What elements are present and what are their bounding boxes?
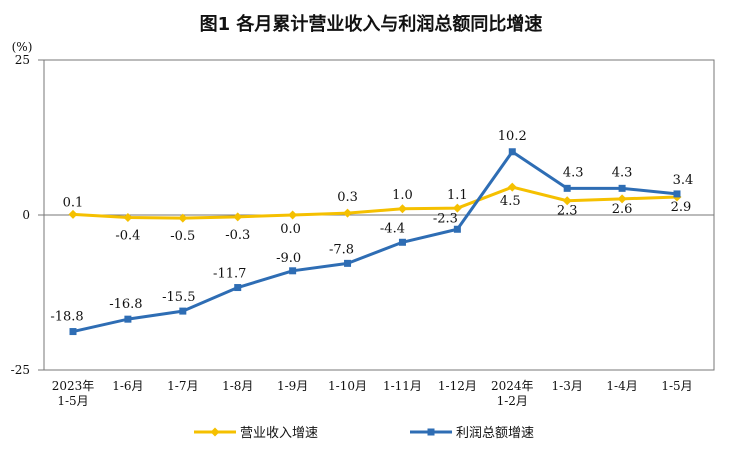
x-tick-label: 1-10月 (328, 379, 367, 393)
series-line-1 (72, 185, 678, 220)
x-tick-label: 2024年 (491, 379, 534, 393)
revenue-data-label: 2.3 (557, 204, 578, 219)
profit-data-label: -18.8 (50, 310, 83, 325)
revenue-data-label: -0.5 (170, 229, 195, 244)
x-tick-label: 1-2月 (497, 394, 528, 408)
profit-data-label: 4.3 (612, 165, 633, 180)
legend-marker (427, 428, 435, 436)
series-point-square (673, 190, 681, 198)
x-tick-label: 1-5月 (661, 379, 692, 393)
series-point-diamond (68, 209, 78, 219)
chart-title: 图1 各月累计营业收入与利润总额同比增速 (200, 13, 543, 35)
series-point-diamond (288, 210, 298, 220)
x-tick-label: 2023年 (52, 379, 95, 393)
revenue-data-label: -0.4 (115, 228, 140, 243)
series-point-square (563, 184, 571, 192)
series-point-square (398, 238, 406, 246)
revenue-data-label: 0.0 (280, 222, 301, 237)
series-point-square (344, 259, 352, 267)
x-tick-label: 1-7月 (167, 379, 198, 393)
revenue-data-label: -0.3 (225, 228, 250, 243)
series-point-diamond (233, 212, 243, 222)
legend-label: 营业收入增速 (240, 426, 318, 441)
series-point-diamond (178, 213, 188, 223)
series-point-square (124, 315, 132, 323)
revenue-data-label: 0.3 (337, 190, 358, 205)
profit-data-label: -11.7 (213, 267, 246, 282)
series-point-diamond (507, 182, 517, 192)
y-tick-label: -25 (11, 363, 30, 377)
data-label-layer: 0.1 -0.4 -0.5 -0.3 0.0 0.3 1.0 1.1 4.5 2.3 2.6 2.9 -… (50, 129, 693, 325)
series-point-square (289, 267, 297, 275)
x-tick-label: 1-8月 (222, 379, 253, 393)
y-axis: 25 0 -25 (11, 53, 714, 377)
profit-data-label: -16.8 (109, 297, 142, 312)
profit-data-label: 3.4 (673, 173, 694, 188)
legend-marker (210, 427, 220, 437)
series-point-square (453, 225, 461, 233)
y-tick-label: 0 (22, 208, 30, 222)
y-tick-label: 25 (15, 53, 30, 67)
profit-data-label: -15.5 (162, 290, 195, 305)
series-point-diamond (397, 204, 407, 214)
legend: 营业收入增速 利润总额增速 (194, 426, 534, 441)
series-point-square (508, 148, 516, 156)
series-line-2 (72, 150, 678, 334)
profit-data-label: -2.3 (433, 211, 458, 226)
series-layer (68, 148, 682, 336)
revenue-data-label: 0.1 (63, 195, 84, 210)
profit-data-label: 10.2 (498, 129, 527, 144)
series-point-diamond (562, 196, 572, 206)
series-point-square (234, 284, 242, 292)
x-tick-label: 1-12月 (438, 379, 477, 393)
x-tick-label: 1-9月 (277, 379, 308, 393)
profit-data-label: -7.8 (329, 242, 354, 257)
x-tick-label: 1-11月 (383, 379, 422, 393)
revenue-data-label: 1.1 (447, 188, 468, 203)
legend-label: 利润总额增速 (456, 426, 534, 441)
profit-data-label: 4.3 (563, 165, 584, 180)
x-tick-label: 1-6月 (112, 379, 143, 393)
revenue-data-label: 2.9 (671, 200, 692, 215)
profit-data-label: -4.4 (380, 221, 405, 236)
y-axis-unit: (%) (12, 40, 33, 54)
series-point-diamond (343, 208, 353, 218)
revenue-data-label: 1.0 (392, 188, 413, 203)
x-tick-label: 1-5月 (57, 394, 88, 408)
series-point-diamond (123, 212, 133, 222)
x-tick-label: 1-3月 (552, 379, 583, 393)
revenue-data-label: 4.5 (500, 194, 521, 209)
series-point-diamond (452, 203, 462, 213)
series-point-square (618, 184, 626, 192)
profit-data-label: -9.0 (276, 251, 301, 266)
series-point-square (179, 307, 187, 315)
series-point-diamond (617, 194, 627, 204)
series-point-square (69, 328, 77, 336)
revenue-data-label: 2.6 (612, 202, 633, 217)
x-tick-label: 1-4月 (606, 379, 637, 393)
